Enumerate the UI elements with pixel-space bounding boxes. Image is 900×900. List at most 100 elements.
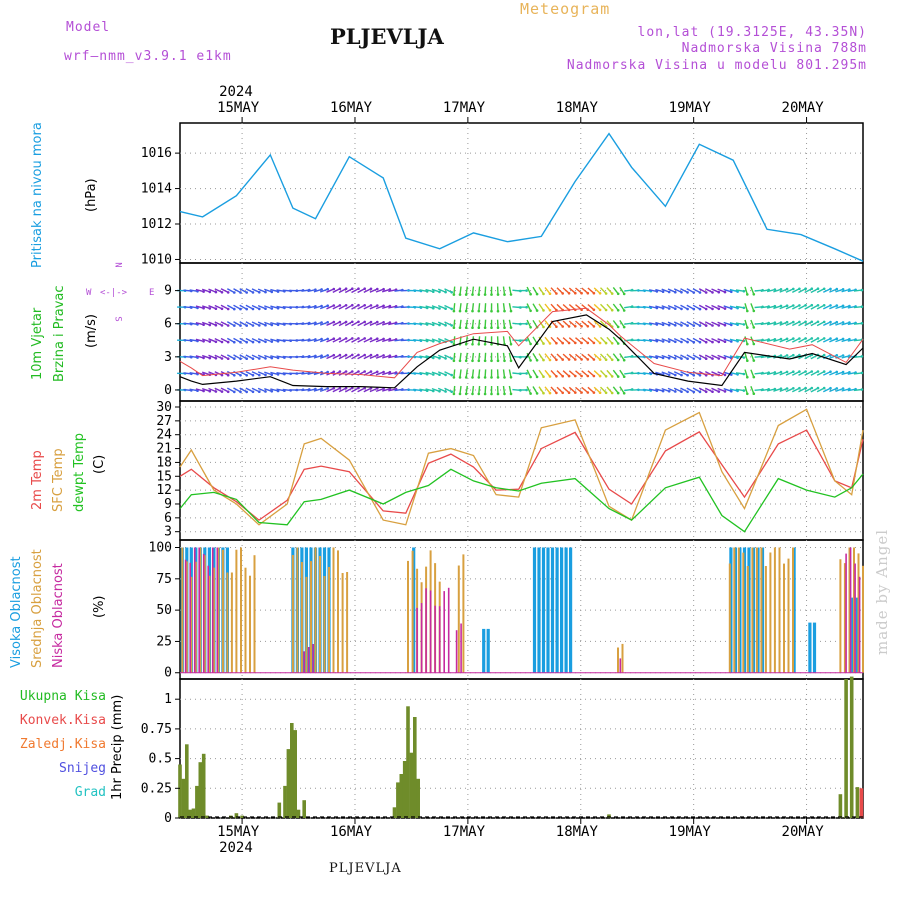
- wind-arrow: [760, 388, 769, 392]
- wind-arrow: [431, 288, 440, 293]
- wind-arrow-head: [245, 374, 248, 377]
- wind-arrow-head: [730, 323, 733, 327]
- wind-arrow-head: [450, 340, 454, 344]
- wind-arrow-head: [752, 309, 756, 313]
- total-precip-bar: [838, 794, 843, 818]
- wind-arrow-head: [616, 309, 620, 312]
- wind-arrow-head: [841, 288, 845, 291]
- wind-arrow: [673, 321, 682, 327]
- wind-arrow: [437, 387, 446, 393]
- wind-arrow-head: [798, 287, 801, 291]
- wind-arrow-head: [548, 375, 552, 378]
- wind-arrow-head: [810, 370, 814, 373]
- wind-arrow-head: [742, 372, 746, 376]
- wind-arrow-head: [674, 357, 677, 360]
- wind-arrow: [711, 337, 720, 343]
- wind-arrow: [810, 337, 819, 343]
- wind-arrow-head: [351, 386, 354, 390]
- wind-arrow-head: [586, 358, 590, 361]
- wind-arrow: [444, 288, 452, 293]
- wind-arrow-head: [822, 370, 826, 373]
- wind-arrow-head: [773, 338, 777, 341]
- wind-arrow: [276, 322, 285, 326]
- wind-arrow: [532, 386, 538, 394]
- y-tick-label: 30: [156, 400, 172, 415]
- wind-arrow: [835, 288, 844, 293]
- wind-arrow: [581, 386, 589, 394]
- wind-arrow: [369, 321, 378, 326]
- wind-arrow-head: [477, 376, 481, 379]
- wind-arrow: [791, 304, 800, 310]
- wind-arrow-head: [464, 326, 468, 330]
- wind-arrow: [459, 319, 462, 328]
- wind-arrow: [195, 305, 204, 309]
- wind-arrow: [208, 387, 217, 393]
- wind-arrow: [453, 369, 456, 378]
- wind-arrow-head: [450, 357, 454, 360]
- wind-arrow: [600, 386, 607, 394]
- wind-arrow: [612, 353, 619, 361]
- wind-arrow: [544, 353, 551, 361]
- wind-arrow-head: [548, 292, 552, 296]
- wind-arrow: [444, 337, 452, 343]
- wind-arrow: [431, 354, 440, 359]
- wind-arrow-head: [496, 309, 500, 313]
- y-tick-label: 6: [164, 511, 172, 526]
- wind-arrow: [704, 337, 713, 343]
- dew-label: dewpt Temp: [72, 432, 87, 512]
- top-date-label: 17MAY: [442, 100, 486, 116]
- wind-arrow-head: [464, 293, 468, 296]
- wind-arrow-head: [711, 324, 714, 327]
- wind-arrow: [835, 321, 844, 326]
- wind-arrow-head: [233, 390, 236, 394]
- wind-arrow-head: [276, 323, 280, 327]
- wind-arrow-head: [258, 373, 261, 377]
- wind-arrow-head: [548, 309, 552, 312]
- wind-arrow-head: [450, 307, 454, 311]
- wind-arrow: [508, 286, 512, 295]
- wind-arrow: [729, 322, 738, 326]
- wind-arrow: [239, 354, 248, 360]
- wind-arrow-head: [529, 292, 532, 296]
- wind-arrow: [226, 387, 235, 393]
- wind-arrow: [425, 305, 434, 309]
- grid-lines: [180, 123, 863, 819]
- wind-arrow-head: [525, 322, 528, 326]
- wind-arrow: [766, 305, 776, 309]
- wind-arrow: [575, 337, 583, 344]
- wind-arrow: [388, 371, 397, 375]
- wind-arrow: [704, 387, 713, 393]
- wind-arrow: [233, 387, 241, 393]
- wind-arrow-head: [509, 326, 513, 329]
- wind-arrow-head: [251, 324, 255, 327]
- wind-arrow: [754, 355, 763, 358]
- wind-arrow: [363, 321, 372, 327]
- wind-arrow-head: [258, 324, 261, 327]
- wind-arrow-head: [477, 359, 481, 363]
- wind-arrow: [587, 320, 595, 327]
- wind-arrow: [735, 289, 745, 292]
- wind-arrow: [587, 353, 595, 361]
- wind-arrow-head: [592, 308, 596, 312]
- wind-arrow: [251, 354, 260, 360]
- wind-arrow: [692, 288, 701, 294]
- wind-arrow-head: [841, 387, 845, 390]
- wind-arrow: [804, 337, 813, 343]
- wind-arrow-head: [233, 374, 236, 377]
- wind-arrow: [723, 288, 732, 293]
- wind-gust-line: [179, 307, 864, 379]
- wind-arrow-head: [276, 306, 280, 310]
- wind-arrow-head: [810, 337, 814, 340]
- wind-arrow: [750, 369, 755, 378]
- wind-arrow-head: [382, 321, 385, 324]
- wind-arrow: [717, 305, 726, 310]
- wind-arrow: [673, 371, 682, 376]
- wind-arrow-head: [698, 340, 702, 344]
- wind-arrow: [437, 371, 446, 376]
- wind-arrow: [437, 338, 446, 343]
- wind-arrow-head: [496, 293, 500, 296]
- wind-arrow-head: [779, 370, 783, 374]
- wind-arrow-head: [458, 293, 462, 296]
- wind-arrow: [245, 304, 254, 310]
- wind-arrow-head: [555, 341, 558, 345]
